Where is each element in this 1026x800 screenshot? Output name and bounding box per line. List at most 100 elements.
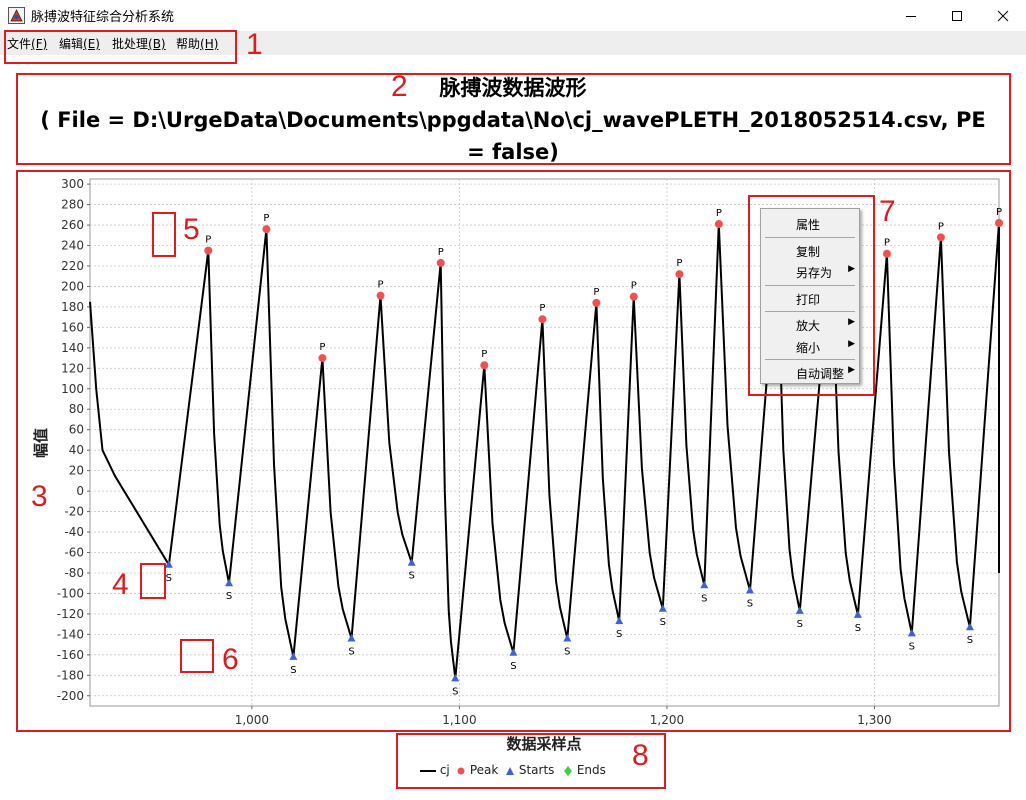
title-bar: 脉搏波特征综合分析系统 xyxy=(0,0,1026,31)
peak-marker xyxy=(538,315,547,324)
submenu-arrow-icon: ▶ xyxy=(848,339,855,349)
submenu-arrow-icon: ▶ xyxy=(848,317,855,327)
annotation-box-start-point xyxy=(140,563,166,599)
menu-edit[interactable]: 编辑(E) xyxy=(59,35,100,52)
annotation-box-menu xyxy=(4,30,237,64)
peak-label: P xyxy=(884,238,890,249)
peak-marker xyxy=(204,246,213,255)
start-marker xyxy=(563,633,572,642)
context-menu: 属性 复制 另存为 ▶ 打印 放大 ▶ 缩小 ▶ 自动调整 ▶ xyxy=(760,208,860,384)
peak-label: P xyxy=(378,280,384,291)
peak-label: P xyxy=(438,247,444,258)
y-tick-label: 60 xyxy=(69,423,84,437)
annotation-box-start-label xyxy=(180,639,214,673)
x-tick-label: 1,300 xyxy=(857,713,891,727)
peak-marker xyxy=(629,292,638,301)
peak-label: P xyxy=(481,349,487,360)
legend-label-ends: Ends xyxy=(576,763,606,777)
y-tick-label: 160 xyxy=(61,320,84,334)
ctx-separator xyxy=(765,311,855,312)
start-label: S xyxy=(564,646,570,657)
annotation-number: 5 xyxy=(183,213,200,246)
annotation-box-peak-point xyxy=(152,212,176,257)
y-tick-label: 40 xyxy=(69,443,84,457)
peak-marker xyxy=(480,361,489,370)
annotation-box-plot xyxy=(16,170,1011,732)
y-tick-label: 80 xyxy=(69,402,84,416)
legend-triangle-icon xyxy=(506,766,514,775)
y-tick-label: 200 xyxy=(61,279,84,293)
menu-help-label: 帮助 xyxy=(176,37,201,51)
ctx-item-copy[interactable]: 复制 xyxy=(761,241,859,261)
y-tick-label: -180 xyxy=(57,668,84,682)
start-label: S xyxy=(510,661,516,672)
submenu-arrow-icon: ▶ xyxy=(848,264,855,274)
ctx-item-zoom-in[interactable]: 放大 ▶ xyxy=(761,315,859,335)
ctx-item-label: 另存为 xyxy=(796,266,833,280)
ctx-item-label: 缩小 xyxy=(796,341,821,355)
peak-label: P xyxy=(938,221,944,232)
close-icon xyxy=(997,10,1009,21)
x-tick-label: 1,000 xyxy=(235,713,269,727)
ctx-item-properties[interactable]: 属性 xyxy=(761,214,859,234)
x-tick-label: 1,100 xyxy=(442,713,476,727)
chart-title-block: 脉搏波数据波形 ( File = D:\UrgeData\Documents\p… xyxy=(18,72,1008,168)
ctx-item-label: 自动调整 xyxy=(796,367,845,381)
x-tick-label: 1,200 xyxy=(650,713,684,727)
start-label: S xyxy=(747,598,753,609)
start-marker xyxy=(347,633,356,642)
y-tick-label: 220 xyxy=(61,259,84,273)
start-label: S xyxy=(616,629,622,640)
ctx-item-label: 复制 xyxy=(796,245,821,259)
ctx-item-print[interactable]: 打印 xyxy=(761,289,859,309)
peak-marker xyxy=(936,233,945,242)
peak-marker xyxy=(376,291,385,300)
y-tick-label: 280 xyxy=(61,198,84,212)
ctx-item-zoom-out[interactable]: 缩小 ▶ xyxy=(761,337,859,357)
y-tick-label: 0 xyxy=(76,484,84,498)
start-label: S xyxy=(166,573,172,584)
start-label: S xyxy=(408,571,414,582)
maximize-button[interactable] xyxy=(934,0,980,31)
menu-help-mnemonic: (H) xyxy=(200,37,219,51)
peak-label: P xyxy=(631,281,637,292)
menu-help[interactable]: 帮助(H) xyxy=(176,35,218,52)
y-tick-label: -140 xyxy=(57,627,84,641)
ctx-item-save-as[interactable]: 另存为 ▶ xyxy=(761,262,859,282)
annotation-number: 1 xyxy=(246,28,263,61)
start-label: S xyxy=(226,591,232,602)
y-tick-label: -60 xyxy=(64,546,84,560)
start-label: S xyxy=(290,665,296,676)
close-button[interactable] xyxy=(980,0,1026,31)
peak-label: P xyxy=(593,287,599,298)
y-tick-label: -200 xyxy=(57,689,84,703)
y-tick-label: -40 xyxy=(64,525,84,539)
y-tick-label: 240 xyxy=(61,239,84,253)
y-tick-label: -100 xyxy=(57,586,84,600)
peak-marker xyxy=(995,219,1003,228)
peak-marker xyxy=(436,258,445,267)
ctx-item-label: 放大 xyxy=(796,319,821,333)
menu-file[interactable]: 文件(F) xyxy=(7,35,47,52)
start-label: S xyxy=(967,635,973,646)
peak-label: P xyxy=(319,342,325,353)
window-title: 脉搏波特征综合分析系统 xyxy=(31,10,175,25)
minimize-button[interactable] xyxy=(888,0,934,31)
start-marker xyxy=(700,580,709,589)
start-marker xyxy=(745,585,754,594)
submenu-arrow-icon: ▶ xyxy=(848,365,855,375)
maximize-icon xyxy=(952,10,962,21)
legend-label-cj: cj xyxy=(439,763,450,777)
y-tick-label: -120 xyxy=(57,607,84,621)
y-tick-label: 260 xyxy=(61,218,84,232)
menu-batch[interactable]: 批处理(B) xyxy=(112,35,166,52)
annotation-box-context-menu xyxy=(748,195,875,396)
chart-subtitle-line-2: = false) xyxy=(467,140,559,164)
ctx-separator xyxy=(765,285,855,286)
y-tick-label: 100 xyxy=(61,382,84,396)
peak-label: P xyxy=(996,207,1002,218)
annotation-number: 8 xyxy=(632,739,649,772)
ctx-item-auto-range[interactable]: 自动调整 ▶ xyxy=(761,363,859,383)
start-label: S xyxy=(660,617,666,628)
start-label: S xyxy=(701,593,707,604)
